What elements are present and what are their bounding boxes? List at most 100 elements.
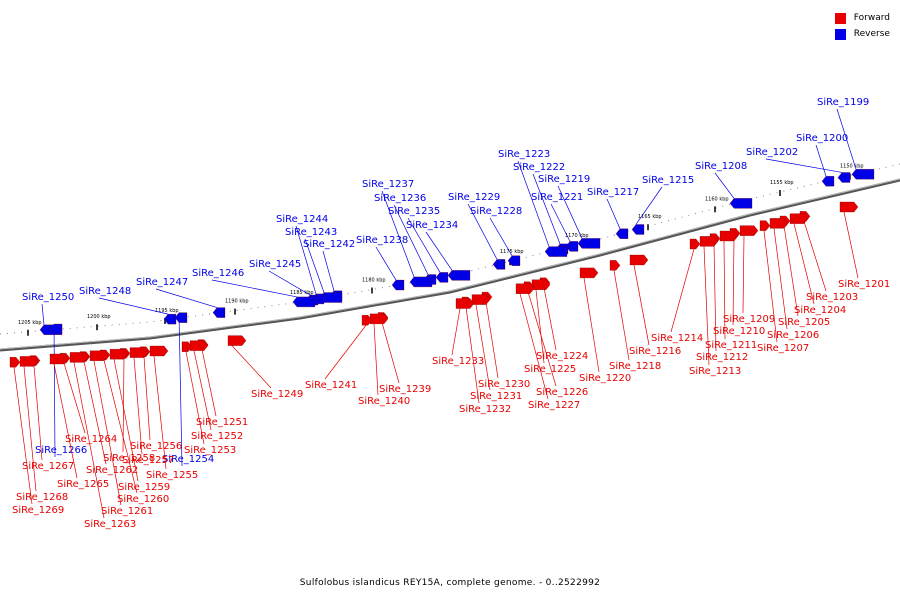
forward-gene-label: SiRe_1239: [379, 384, 431, 395]
genome-backbone: [0, 178, 900, 352]
forward-gene-leader: [324, 325, 367, 380]
scale-tick-label: 1155 kbp: [770, 180, 794, 186]
forward-gene-label: SiRe_1214: [651, 333, 703, 344]
forward-gene-arrow: [9, 357, 21, 368]
forward-gene-label: SiRe_1259: [118, 482, 170, 493]
forward-gene-label: SiRe_1264: [65, 434, 117, 445]
scale-tick-label: 1195 kbp: [155, 308, 179, 314]
forward-gene-arrow: [769, 218, 789, 229]
forward-gene-arrow: [369, 313, 389, 325]
forward-gene-arrow: [361, 315, 373, 326]
forward-gene-label: SiRe_1267: [22, 461, 74, 472]
forward-gene-arrow: [579, 267, 599, 279]
reverse-gene-leader: [375, 246, 397, 281]
forward-swatch: [834, 12, 846, 24]
forward-gene-leader: [193, 350, 212, 431]
forward-gene-leader: [773, 228, 788, 330]
reverse-gene-arrow: [544, 246, 568, 257]
reverse-gene-label: SiRe_1235: [388, 206, 440, 217]
reverse-gene-arrow: [615, 228, 629, 239]
forward-gene-arrow: [759, 220, 771, 231]
forward-gene-label: SiRe_1220: [579, 373, 631, 384]
forward-gene-leader: [485, 302, 499, 379]
forward-gene-leader: [763, 230, 778, 343]
forward-gene-leader: [185, 351, 205, 445]
forward-gene-leader: [153, 355, 167, 470]
forward-gene-leader: [201, 349, 217, 417]
reverse-gene-leader: [98, 297, 169, 315]
scale-tick-label: 1180 kbp: [362, 278, 386, 284]
forward-gene-leader: [13, 367, 33, 505]
reverse-gene-arrow: [447, 270, 471, 281]
forward-gene-label: SiRe_1256: [130, 441, 182, 452]
forward-gene-leader: [793, 223, 815, 305]
forward-gene-label: SiRe_1207: [757, 343, 809, 354]
reverse-gene-label: SiRe_1208: [695, 161, 747, 172]
legend-forward-label: Forward: [853, 13, 890, 23]
genome-caption: Sulfolobus islandicus REY15A, complete g…: [299, 578, 601, 588]
forward-gene-arrow: [109, 349, 129, 360]
forward-gene-leader: [633, 264, 650, 346]
reverse-gene-leader: [155, 288, 218, 308]
reverse-gene-leader: [836, 108, 857, 170]
forward-gene-label: SiRe_1209: [723, 314, 775, 325]
forward-gene-leader: [63, 363, 86, 434]
forward-gene-leader: [475, 304, 491, 391]
forward-gene-arrow: [839, 201, 859, 213]
reverse-gene-label: SiRe_1247: [136, 277, 188, 288]
reverse-gene-label: SiRe_1223: [498, 149, 550, 160]
reverse-gene-leader: [467, 203, 498, 260]
forward-gene-arrow: [181, 341, 193, 352]
reverse-gene-leader: [714, 172, 735, 199]
reverse-gene-label: SiRe_1199: [817, 97, 869, 108]
reverse-gene-label: SiRe_1238: [356, 235, 408, 246]
reverse-gene-arrow: [174, 312, 188, 323]
reverse-lane-line: [0, 163, 900, 335]
reverse-gene-label: SiRe_1266: [35, 445, 87, 456]
forward-gene-leader: [613, 270, 630, 361]
reverse-gene-leader: [765, 158, 843, 173]
forward-gene-label: SiRe_1227: [528, 400, 580, 411]
reverse-gene-leader: [211, 279, 298, 298]
reverse-gene-leader: [41, 303, 45, 325]
reverse-gene-leader: [550, 203, 571, 242]
reverse-gene-arrow: [631, 224, 645, 235]
scale-tick-label: 1165 kbp: [638, 214, 662, 220]
reverse-gene-label: SiRe_1229: [448, 192, 500, 203]
reverse-gene-leader: [178, 312, 183, 467]
legend-forward: Forward: [834, 10, 890, 26]
reverse-gene-arrow: [435, 272, 449, 283]
reverse-gene-label: SiRe_1254: [162, 454, 214, 465]
forward-gene-leader: [133, 357, 143, 455]
scale-tick-label: 1190 kbp: [225, 299, 249, 305]
forward-gene-label: SiRe_1201: [838, 279, 890, 290]
forward-gene-arrow: [149, 345, 169, 357]
reverse-gene-leader: [268, 270, 311, 296]
scale-tick-label: 1200 kbp: [87, 314, 111, 320]
reverse-gene-leader: [606, 198, 621, 229]
forward-gene-arrow: [699, 236, 719, 247]
reverse-gene-arrow: [851, 169, 875, 180]
reverse-gene-leader: [393, 204, 429, 275]
forward-gene-arrow: [515, 283, 535, 294]
reverse-gene-leader: [532, 173, 561, 244]
genome-backbone-highlight: [0, 178, 900, 350]
forward-gene-leader: [519, 293, 549, 400]
reverse-gene-leader: [489, 217, 513, 256]
forward-gene-arrow: [609, 260, 621, 271]
forward-gene-label: SiRe_1205: [778, 317, 830, 328]
legend-reverse: Reverse: [834, 26, 890, 42]
forward-gene-label: SiRe_1231: [470, 391, 522, 402]
forward-gene-label: SiRe_1258: [103, 453, 155, 464]
reverse-gene-leader: [815, 144, 827, 177]
scale-tick-label: 1185 kbp: [290, 290, 314, 296]
forward-gene-label: SiRe_1233: [432, 356, 484, 367]
forward-gene-leader: [23, 366, 37, 492]
reverse-gene-leader: [425, 231, 453, 271]
reverse-gene-arrow: [507, 255, 521, 266]
reverse-gene-arrow: [821, 176, 835, 187]
reverse-gene-leader: [407, 217, 441, 273]
scale-tick-label: 1175 kbp: [500, 249, 524, 255]
forward-gene-arrow: [739, 225, 759, 236]
